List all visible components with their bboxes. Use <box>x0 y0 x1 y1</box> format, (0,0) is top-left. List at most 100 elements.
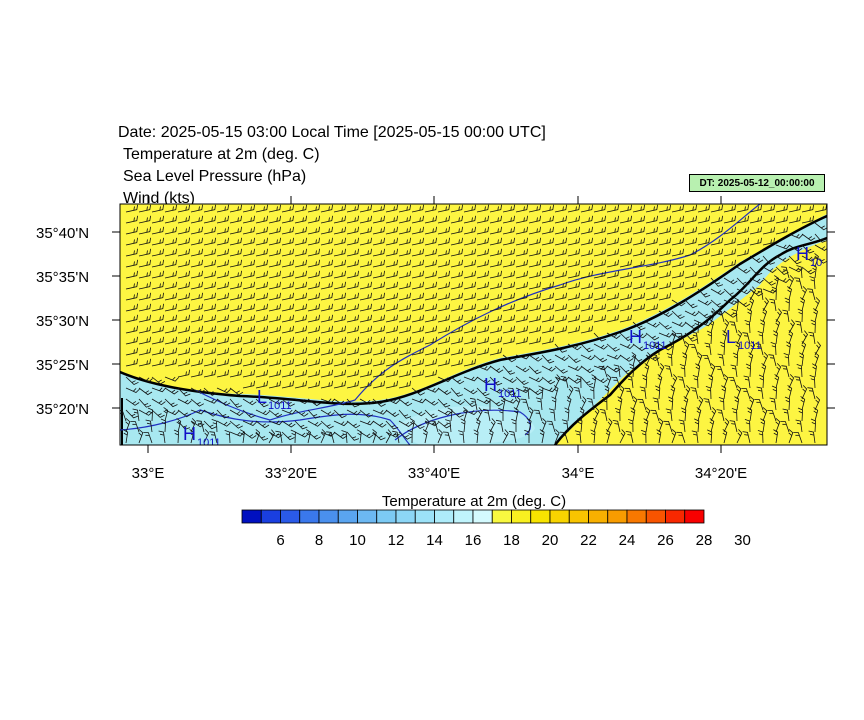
wind-barb <box>320 270 333 279</box>
wind-barb <box>229 314 242 323</box>
wind-barb <box>190 325 203 334</box>
wind-barb <box>203 429 210 444</box>
wind-barb <box>333 204 346 213</box>
wind-barb <box>502 429 509 444</box>
wind-barb <box>541 237 554 246</box>
wind-barb <box>502 270 515 279</box>
wind-barb <box>718 397 725 411</box>
svg-text:L: L <box>726 327 736 347</box>
svg-text:1011: 1011 <box>643 340 667 352</box>
field-temperature: Temperature at 2m (deg. C) <box>123 146 320 163</box>
wind-barb <box>242 431 257 439</box>
wind-barb <box>658 204 671 213</box>
wind-barb <box>437 336 450 345</box>
wind-barb <box>203 292 216 301</box>
wind-barb <box>255 358 268 367</box>
colorbar-tick-label: 20 <box>542 532 559 549</box>
wind-barb <box>710 363 716 378</box>
wind-barb <box>762 237 775 246</box>
wind-barb <box>385 314 398 323</box>
wind-barb <box>268 358 281 367</box>
wind-barb <box>203 248 216 257</box>
wind-barb <box>515 336 528 345</box>
wind-barb <box>242 398 257 406</box>
wind-barb <box>619 292 632 301</box>
wind-barb <box>463 215 476 224</box>
wind-barb <box>229 398 243 408</box>
wind-barb <box>294 420 308 430</box>
wind-barb <box>593 281 606 290</box>
wind-barb <box>515 396 521 411</box>
lon-axis: 33°E 33°20'E 33°40'E 34°E 34°20'E <box>132 196 747 482</box>
wind-barb <box>794 376 803 389</box>
wind-barb <box>216 398 231 406</box>
wind-barb <box>125 398 140 406</box>
wind-barb <box>678 419 686 433</box>
wind-barb <box>333 292 346 301</box>
wind-barb <box>359 420 374 426</box>
wind-barb <box>307 358 320 367</box>
wind-barb <box>801 233 816 241</box>
map-frame <box>119 203 828 446</box>
wind-barb <box>489 336 502 345</box>
wind-barb <box>216 259 229 268</box>
wind-barb <box>255 420 270 429</box>
wind-barb <box>762 308 768 323</box>
wind-barb <box>723 215 736 224</box>
wind-barb <box>567 325 580 334</box>
wind-barb <box>498 407 504 421</box>
wind-barb <box>372 226 385 235</box>
wind-barb <box>593 259 606 268</box>
wind-barb <box>632 303 645 312</box>
wind-barb <box>476 204 489 213</box>
wind-barb <box>268 369 281 378</box>
wind-barb <box>528 248 541 257</box>
colorbar <box>241 509 705 524</box>
wind-barb <box>475 418 481 433</box>
wind-barb <box>229 347 242 356</box>
wind-barb <box>164 325 177 334</box>
wind-barb <box>645 237 658 246</box>
wind-barb <box>548 408 556 422</box>
colorbar-box <box>665 509 686 524</box>
wind-barb <box>476 376 491 384</box>
wind-barb <box>606 343 620 352</box>
wind-barb <box>125 237 138 246</box>
wind-barb <box>732 352 739 367</box>
wind-barb <box>696 407 702 422</box>
wind-barb <box>771 385 778 400</box>
wind-barb <box>333 409 347 419</box>
wind-barb <box>593 354 608 363</box>
wind-barb <box>411 248 424 257</box>
field-wind: Wind (kts) <box>123 190 195 207</box>
wind-barb <box>242 259 255 268</box>
wind-barb <box>346 204 359 213</box>
lon-label-5: 34°20'E <box>695 465 747 482</box>
wind-barb <box>541 336 554 345</box>
wind-barb <box>164 376 179 382</box>
wind-barb <box>788 255 802 265</box>
wind-barb <box>671 299 686 307</box>
wind-barb <box>736 237 749 246</box>
wind-barb <box>450 398 465 405</box>
wind-barb <box>756 287 764 301</box>
wind-barb <box>580 226 593 235</box>
wind-barb <box>619 385 625 400</box>
wind-barb <box>255 292 268 301</box>
wind-barb <box>385 292 398 301</box>
wind-barb <box>320 281 333 290</box>
wind-barb <box>723 418 730 433</box>
wind-barb <box>151 281 164 290</box>
wind-barb <box>770 342 777 356</box>
wind-barb <box>775 266 789 275</box>
map-title: Date: 2025-05-15 03:00 Local Time [2025-… <box>118 124 546 141</box>
wind-barb <box>385 420 399 430</box>
wind-barb <box>203 398 218 404</box>
wind-barb <box>151 325 164 334</box>
wind-barb <box>424 248 437 257</box>
lat-axis: 35°40'N 35°35'N 35°30'N 35°25'N 35°20'N <box>36 225 835 418</box>
wind-barb <box>775 308 782 323</box>
wind-barb <box>307 270 320 279</box>
wind-barb <box>554 204 567 213</box>
wind-barb <box>736 385 742 400</box>
